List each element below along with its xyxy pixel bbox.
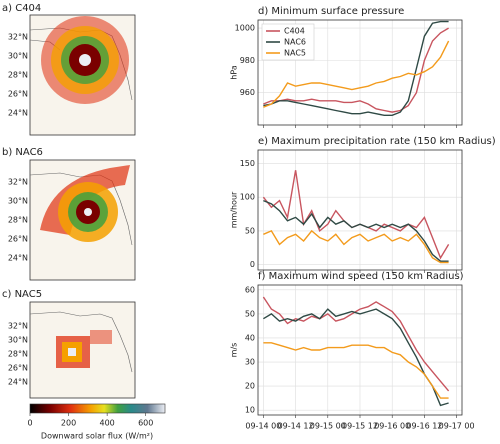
lat-labels: 32°N 30°N 28°N 26°N 24°N 32°N 30°N 28°N 26°N 24°N… bbox=[8, 33, 28, 387]
series-line bbox=[263, 308, 449, 407]
y-tick-label: 20 bbox=[245, 382, 255, 391]
x-tick-label: 09-16 12 bbox=[406, 422, 442, 431]
legend-label: C404 bbox=[284, 27, 305, 36]
lat-label: 24°N bbox=[8, 378, 28, 387]
chart: f) Maximum wind speed (150 km Radius) m/s… bbox=[230, 271, 475, 431]
map-panel: a) C404 bbox=[2, 3, 136, 136]
chart-title: e) Maximum precipitation rate (150 km Ra… bbox=[258, 136, 496, 147]
y-tick-label: 40 bbox=[245, 333, 255, 342]
map-title: c) NAC5 bbox=[2, 289, 42, 300]
map-panel: b) NAC6 bbox=[2, 147, 136, 281]
y-tick-label: 1000 bbox=[235, 24, 255, 33]
axes-frame bbox=[257, 149, 463, 271]
y-axis-label: mm/hour bbox=[230, 191, 239, 228]
y-tick-label: 50 bbox=[245, 226, 255, 235]
colorbar-tick-label: 200 bbox=[61, 419, 76, 428]
storm-eye bbox=[84, 208, 92, 216]
y-axis-label: hPa bbox=[230, 65, 239, 80]
lat-label: 32°N bbox=[8, 322, 28, 331]
axes-frame bbox=[257, 19, 463, 126]
series-line bbox=[263, 40, 450, 108]
coastline bbox=[29, 311, 133, 373]
lat-label: 30°N bbox=[8, 52, 28, 61]
y-axis-label: m/s bbox=[230, 343, 239, 358]
colorbar-tick-label: 0 bbox=[27, 419, 32, 428]
lat-label: 28°N bbox=[8, 350, 28, 359]
y-tick-label: 960 bbox=[240, 88, 255, 97]
legend-label: NAC5 bbox=[284, 49, 306, 58]
lat-label: 30°N bbox=[8, 197, 28, 206]
colorbar-label: Downward solar flux (W/m²) bbox=[41, 432, 153, 441]
x-tick-label: 09-14 12 bbox=[278, 422, 314, 431]
lat-label: 30°N bbox=[8, 336, 28, 345]
x-tick-label: 09-15 12 bbox=[342, 422, 378, 431]
y-tick-label: 980 bbox=[240, 56, 255, 65]
axes-frame bbox=[257, 284, 463, 416]
lat-label: 32°N bbox=[8, 178, 28, 187]
x-tick-label: 09-14 00 bbox=[245, 422, 281, 431]
lat-label: 24°N bbox=[8, 109, 28, 118]
lat-label: 26°N bbox=[8, 90, 28, 99]
lat-label: 26°N bbox=[8, 235, 28, 244]
map-panel: c) NAC5 bbox=[2, 289, 136, 399]
series-line bbox=[263, 342, 449, 399]
map-title: b) NAC6 bbox=[2, 147, 43, 158]
colorbar bbox=[29, 403, 166, 414]
lat-label: 32°N bbox=[8, 33, 28, 42]
y-tick-label: 100 bbox=[240, 193, 255, 202]
storm bbox=[90, 330, 112, 344]
colorbar-tick-label: 600 bbox=[138, 419, 153, 428]
x-tick-label: 09-17 00 bbox=[439, 422, 475, 431]
charts: d) Minimum surface pressurehPa9609801000… bbox=[230, 6, 496, 431]
x-tick-label: 09-16 00 bbox=[374, 422, 410, 431]
y-tick-label: 10 bbox=[245, 406, 255, 415]
series-line bbox=[262, 296, 450, 392]
y-tick-label: 0 bbox=[250, 260, 255, 269]
lat-label: 28°N bbox=[8, 71, 28, 80]
series-line bbox=[262, 170, 450, 260]
series-line bbox=[263, 27, 449, 113]
chart-title: f) Maximum wind speed (150 km Radius) bbox=[258, 271, 464, 282]
lat-label: 24°N bbox=[8, 254, 28, 263]
series-line bbox=[263, 229, 449, 264]
series-line bbox=[263, 199, 449, 262]
y-tick-label: 50 bbox=[245, 309, 255, 318]
storm-eye bbox=[79, 54, 91, 66]
chart-title: d) Minimum surface pressure bbox=[258, 6, 404, 17]
x-tick-label: 09-15 00 bbox=[310, 422, 346, 431]
chart: e) Maximum precipitation rate (150 km Ra… bbox=[230, 136, 496, 273]
map-title: a) C404 bbox=[2, 3, 41, 14]
lat-label: 28°N bbox=[8, 216, 28, 225]
y-tick-label: 60 bbox=[245, 285, 255, 294]
legend-label: NAC6 bbox=[284, 38, 306, 47]
lat-label: 26°N bbox=[8, 364, 28, 373]
y-tick-label: 150 bbox=[240, 159, 255, 168]
y-tick-label: 30 bbox=[245, 358, 255, 367]
series-line bbox=[263, 20, 449, 116]
storm-eye bbox=[68, 348, 76, 356]
colorbar-tick-label: 400 bbox=[100, 419, 115, 428]
